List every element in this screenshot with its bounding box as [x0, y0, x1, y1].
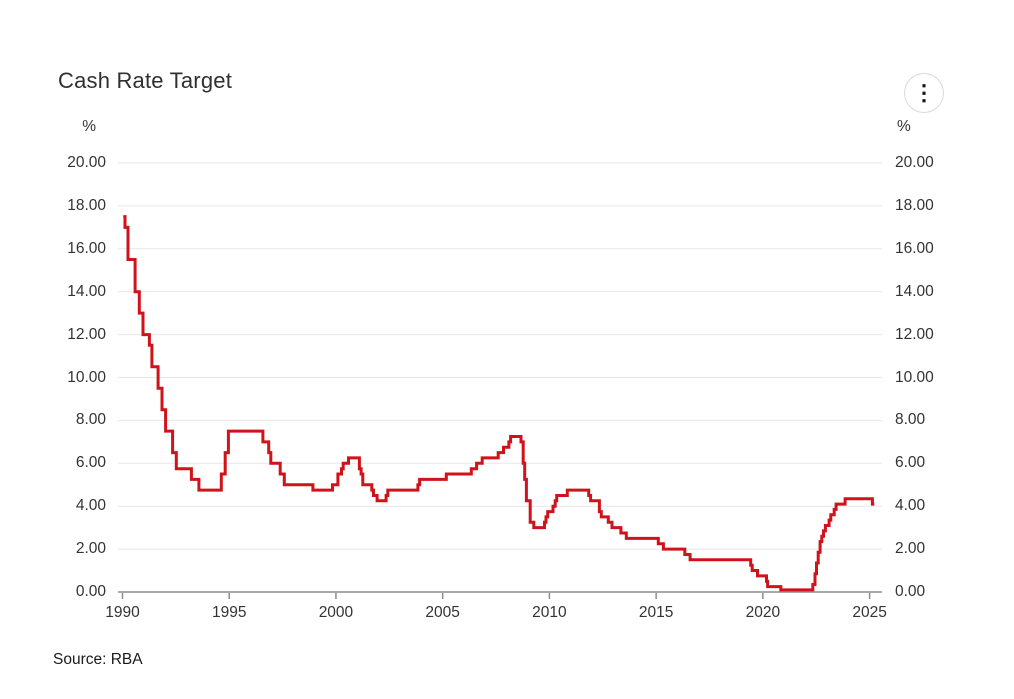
y-axis-tick-label-left: 10.00 — [67, 368, 106, 386]
y-axis-tick-label-left: 2.00 — [75, 540, 106, 558]
y-axis-unit-left: % — [82, 118, 96, 135]
y-axis-tick-label-right: 14.00 — [895, 282, 934, 300]
y-axis-tick-label-left: 6.00 — [75, 454, 106, 472]
cash-rate-line — [123, 215, 875, 592]
x-axis-tick-label: 2025 — [852, 604, 887, 621]
y-axis-tick-label-right: 4.00 — [895, 497, 926, 515]
chart-plot-area[interactable] — [118, 138, 882, 592]
y-axis-tick-label-left: 16.00 — [67, 239, 106, 257]
source-note: Source: RBA — [53, 651, 143, 668]
y-axis-tick-label-right: 12.00 — [895, 325, 934, 343]
x-axis-tick-label: 1995 — [211, 604, 247, 621]
y-axis-tick-label-left: 20.00 — [67, 154, 106, 171]
x-axis-tick-label: 2020 — [745, 604, 781, 621]
y-axis-tick-label-left: 4.00 — [75, 497, 106, 515]
y-axis-tick-label-right: 10.00 — [895, 368, 934, 386]
x-axis-tick-label: 1990 — [105, 604, 140, 621]
x-axis-tick-label: 2015 — [638, 604, 674, 621]
y-axis-tick-label-left: 12.00 — [67, 325, 106, 343]
more-options-button[interactable]: ⋮ — [904, 73, 944, 113]
y-axis-tick-label-right: 20.00 — [895, 154, 934, 171]
y-axis-tick-label-right: 6.00 — [895, 454, 926, 472]
page-title: Cash Rate Target — [58, 68, 233, 93]
y-axis-tick-label-right: 8.00 — [895, 411, 926, 429]
y-axis-tick-label-right: 16.00 — [895, 239, 934, 257]
kebab-menu-icon: ⋮ — [913, 80, 935, 105]
y-axis-tick-label-right: 18.00 — [895, 196, 934, 214]
y-axis-unit-right: % — [897, 118, 911, 135]
y-axis-tick-label-right: 2.00 — [895, 540, 926, 558]
x-axis-tick-label: 2005 — [425, 604, 460, 621]
x-axis-tick-label: 2010 — [532, 604, 567, 621]
y-axis-tick-label-left: 8.00 — [75, 411, 106, 429]
y-axis-tick-label-left: 18.00 — [67, 196, 106, 214]
y-axis-tick-label-left: 0.00 — [75, 583, 106, 600]
x-axis-tick-label: 2000 — [318, 604, 354, 621]
y-axis-tick-label-right: 0.00 — [895, 583, 926, 600]
y-axis-tick-label-left: 14.00 — [67, 282, 106, 300]
